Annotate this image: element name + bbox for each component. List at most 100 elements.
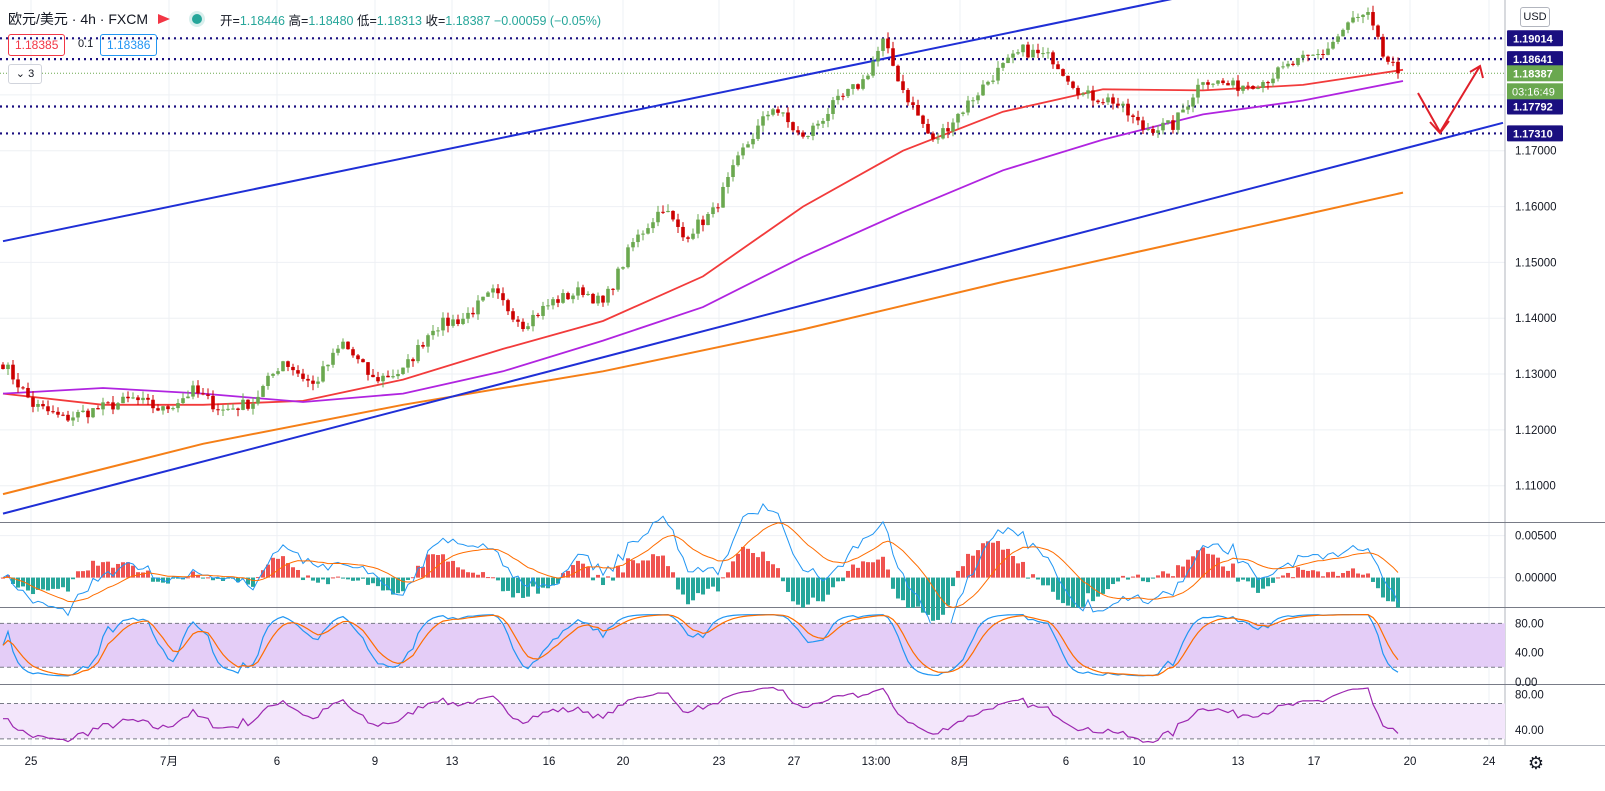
macd-histogram-bar bbox=[711, 577, 715, 587]
macd-histogram-bar bbox=[426, 554, 430, 578]
candle-down bbox=[581, 287, 585, 295]
currency-button[interactable]: USD bbox=[1520, 7, 1550, 27]
candle-down bbox=[136, 397, 140, 401]
candle-up bbox=[381, 375, 385, 382]
macd-histogram-bar bbox=[771, 564, 775, 578]
macd-histogram-bar bbox=[606, 576, 610, 578]
time-tick-label: 7月 bbox=[160, 756, 178, 768]
indicators-collapse-button[interactable]: ⌄ 3 bbox=[8, 64, 42, 84]
macd-histogram-bar bbox=[1131, 576, 1135, 578]
macd-histogram-bar bbox=[6, 575, 10, 578]
macd-histogram-bar bbox=[1206, 553, 1210, 578]
macd-histogram-bar bbox=[971, 555, 975, 578]
candle-up bbox=[436, 330, 440, 332]
macd-histogram-bar bbox=[496, 577, 500, 581]
macd-histogram-bar bbox=[1221, 566, 1225, 578]
trendline bbox=[2, 0, 1173, 243]
candle-down bbox=[1291, 63, 1295, 65]
candle-up bbox=[626, 247, 630, 268]
candle-up bbox=[141, 397, 145, 401]
candle-up bbox=[656, 211, 660, 223]
candle-down bbox=[16, 379, 20, 388]
candle-up bbox=[186, 396, 190, 399]
macd-histogram-bar bbox=[1316, 571, 1320, 578]
macd-histogram-bar bbox=[1391, 577, 1395, 602]
candle-down bbox=[521, 321, 525, 330]
macd-histogram-bar bbox=[886, 569, 890, 578]
macd-histogram-bar bbox=[186, 577, 190, 579]
candle-up bbox=[1216, 80, 1220, 84]
macd-histogram-bar bbox=[961, 566, 965, 578]
sell-price-button[interactable]: 1.18385 bbox=[8, 34, 66, 56]
candle-down bbox=[1391, 61, 1395, 63]
candle-up bbox=[1346, 22, 1350, 30]
macd-histogram-bar bbox=[531, 577, 535, 587]
candle-down bbox=[681, 226, 685, 238]
macd-histogram-bar bbox=[596, 574, 600, 578]
macd-histogram-bar bbox=[1346, 570, 1350, 578]
candle-up bbox=[231, 408, 235, 410]
candle-up bbox=[1121, 103, 1125, 106]
macd-histogram-bar bbox=[206, 577, 210, 579]
macd-histogram-bar bbox=[411, 577, 415, 579]
macd-histogram-bar bbox=[1146, 577, 1150, 583]
macd-histogram-bar bbox=[796, 577, 800, 605]
candle-up bbox=[746, 144, 750, 148]
level-price-tag bbox=[1507, 30, 1563, 47]
macd-histogram-bar bbox=[1301, 569, 1305, 578]
candle-up bbox=[1256, 87, 1260, 89]
level-price-label: 1.19014 bbox=[1513, 33, 1554, 45]
time-tick-label: 6 bbox=[274, 756, 280, 768]
candle-down bbox=[421, 345, 425, 347]
candle-down bbox=[1171, 120, 1175, 130]
macd-histogram-bar bbox=[1106, 577, 1110, 590]
macd-histogram-bar bbox=[821, 577, 825, 602]
macd-histogram-bar bbox=[716, 577, 720, 592]
macd-histogram-bar bbox=[1291, 577, 1295, 579]
macd-histogram-bar bbox=[681, 577, 685, 595]
candle-down bbox=[1091, 90, 1095, 101]
candle-up bbox=[696, 219, 700, 234]
buy-price-button[interactable]: 1.18386 bbox=[100, 34, 158, 56]
macd-histogram-bar bbox=[571, 565, 575, 578]
macd-histogram-bar bbox=[881, 556, 885, 578]
macd-histogram-bar bbox=[1341, 573, 1345, 578]
candle-up bbox=[171, 408, 175, 410]
candle-up bbox=[781, 112, 785, 114]
macd-histogram-bar bbox=[1041, 577, 1045, 586]
ma_mid-line bbox=[2, 80, 1404, 403]
candle-up bbox=[271, 373, 275, 376]
macd-histogram-bar bbox=[221, 577, 225, 581]
macd-histogram-bar bbox=[791, 577, 795, 602]
macd-histogram-bar bbox=[166, 577, 170, 584]
macd-histogram-bar bbox=[761, 551, 765, 578]
candle-down bbox=[201, 393, 205, 395]
candle-down bbox=[151, 399, 155, 409]
candle-up bbox=[1196, 84, 1200, 98]
macd-histogram-bar bbox=[351, 577, 355, 581]
candle-down bbox=[46, 406, 50, 412]
candle-down bbox=[1111, 97, 1115, 104]
candle-down bbox=[1206, 82, 1210, 85]
symbol-title[interactable]: 欧元/美元 · 4h · FXCM bbox=[8, 11, 149, 27]
macd-histogram-bar bbox=[466, 572, 470, 578]
candle-down bbox=[111, 402, 115, 410]
macd-histogram-bar bbox=[786, 577, 790, 592]
gear-icon[interactable]: ⚙ bbox=[1527, 753, 1545, 773]
macd-histogram-bar bbox=[116, 563, 120, 578]
macd-histogram-bar bbox=[756, 557, 760, 578]
candle-up bbox=[466, 312, 470, 319]
macd-histogram-bar bbox=[1241, 577, 1245, 580]
macd-histogram-bar bbox=[981, 543, 985, 578]
candle-up bbox=[936, 138, 940, 140]
flag-icon[interactable] bbox=[158, 14, 171, 24]
candle-up bbox=[826, 113, 830, 121]
macd-histogram-bar bbox=[781, 577, 785, 582]
candle-up bbox=[966, 100, 970, 113]
candle-up bbox=[996, 67, 1000, 81]
candle-down bbox=[386, 375, 390, 378]
candle-down bbox=[916, 105, 920, 116]
macd-histogram-bar bbox=[726, 572, 730, 578]
candle-up bbox=[861, 79, 865, 89]
